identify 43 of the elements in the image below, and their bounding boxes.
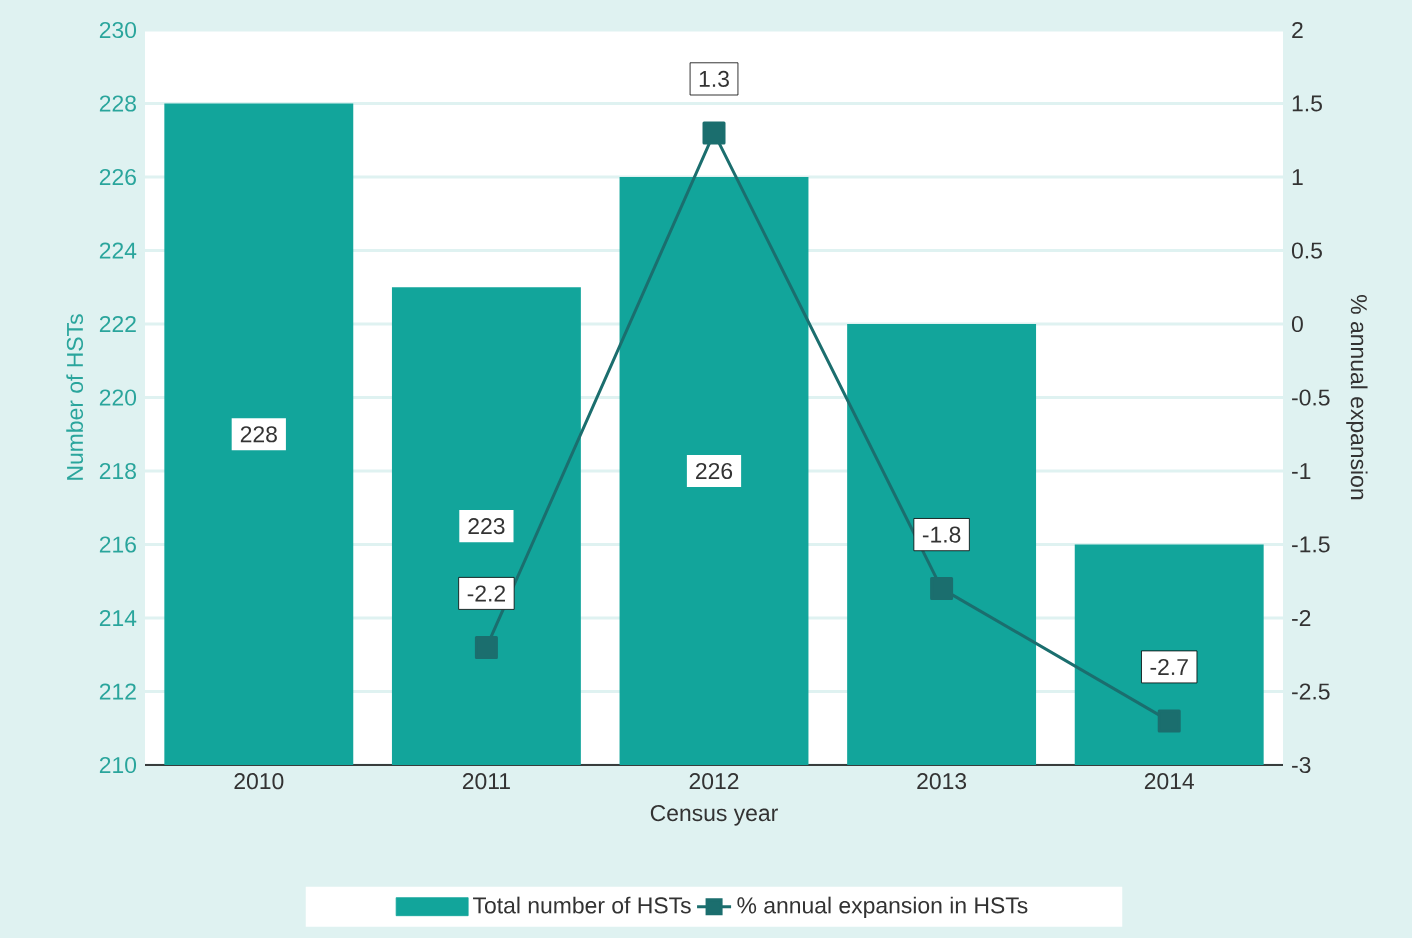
y2-tick-label: 0.5 [1291, 242, 1322, 259]
y2-tick-label: 1.5 [1292, 95, 1322, 112]
data-label: 1.3 [699, 70, 729, 87]
data-label: -2.2 [467, 585, 505, 602]
y2-tick-label: -3 [1292, 756, 1311, 774]
y-tick-label: 210 [99, 756, 137, 774]
point [474, 635, 498, 659]
y-tick-label: 230 [99, 21, 137, 39]
y-tick-label: 228 [99, 95, 136, 112]
y-tick-label: 212 [99, 683, 136, 700]
x-tick-label: 2011 [462, 773, 510, 790]
y2-axis-title: % annual expansion [1346, 295, 1368, 500]
y2-tick-label: -2.5 [1292, 683, 1330, 700]
data-label: 226 [696, 462, 733, 480]
y2-tick-label: 1 [1292, 169, 1303, 185]
x-tick-label: 2010 [234, 773, 284, 790]
x-tick-label: 2013 [917, 773, 967, 790]
y-tick-label: 218 [99, 462, 136, 480]
y-tick-label: 226 [99, 168, 136, 186]
legend-label: Total number of HSTs [473, 896, 691, 914]
data-label: -2.7 [1150, 658, 1188, 675]
y2-tick-label: 0 [1291, 315, 1303, 333]
point [702, 121, 726, 145]
y2-tick-label: 2 [1292, 22, 1303, 38]
legend-label: % annual expansion in HSTs [737, 896, 1028, 919]
y2-tick-label: -2 [1292, 610, 1311, 626]
y2-tick-label: -0.5 [1292, 389, 1330, 406]
data-label: -1.8 [922, 526, 961, 543]
point [930, 577, 954, 601]
y-tick-label: 224 [99, 242, 137, 259]
x-axis-title: Census year [650, 804, 778, 826]
data-label: 223 [468, 518, 505, 535]
point [1157, 709, 1181, 733]
x-tick-label: 2012 [689, 773, 739, 790]
y-tick-label: 214 [99, 610, 137, 626]
y2-tick-label: -1.5 [1292, 536, 1330, 553]
y2-tick-label: -1 [1292, 463, 1311, 479]
y-axis-title: Number of HSTs [66, 314, 84, 480]
y-tick-label: 222 [99, 315, 136, 332]
x-tick-label: 2014 [1144, 773, 1194, 790]
y-tick-label: 216 [99, 536, 136, 553]
data-label: 228 [240, 426, 277, 443]
y-tick-label: 220 [99, 389, 137, 406]
